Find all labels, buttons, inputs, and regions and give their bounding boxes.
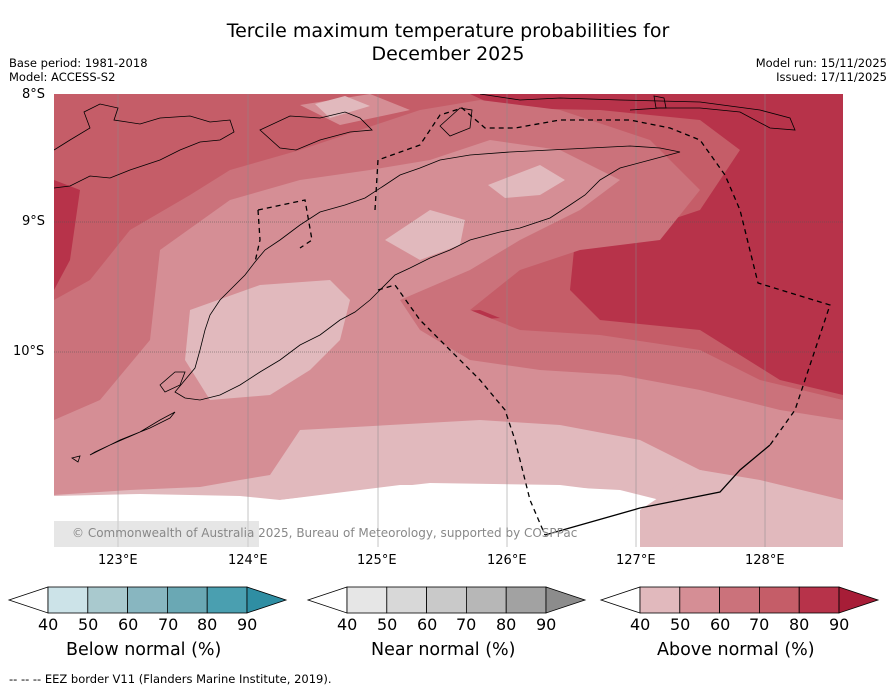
- colorbar-above: [599, 586, 880, 614]
- cb-below-label: Below normal (%): [66, 640, 222, 660]
- colorbar-below-arrow-low: [7, 586, 49, 614]
- colorbar-near-segment: [505, 586, 547, 614]
- region-80-east: [470, 94, 843, 395]
- cb-below-tick-50: 50: [78, 615, 99, 634]
- colorbar-near-arrow-low: [306, 586, 348, 614]
- copyright-box: [54, 521, 259, 547]
- region-40-central: [385, 210, 465, 260]
- coastlines: [54, 94, 796, 463]
- lon-label-126e: 126°E: [487, 553, 527, 568]
- graticule: [54, 221, 843, 353]
- cb-above-tick-80: 80: [789, 615, 810, 634]
- semau-coast: [159, 371, 186, 393]
- region-70-nw: [54, 94, 110, 160]
- colorbar-near-segment: [426, 586, 467, 614]
- colorbar-below-segment: [166, 586, 208, 614]
- issued-date: Issued: 17/11/2025: [776, 70, 887, 84]
- cb-above-tick-90: 90: [829, 615, 850, 634]
- model-name: Model: ACCESS-S2: [9, 70, 116, 84]
- rote-coast: [89, 411, 176, 456]
- eez-south: [544, 444, 771, 536]
- region-80-west: [54, 180, 80, 290]
- lon-label-127e: 127°E: [616, 553, 656, 568]
- cb-near-tick-90: 90: [536, 615, 557, 634]
- eez-north-east: [374, 107, 831, 446]
- cb-below-tick-90: 90: [237, 615, 258, 634]
- colorbar-below-segment: [47, 586, 89, 614]
- eez-footnote: -- -- -- EEZ border V11 (Flanders Marine…: [9, 672, 332, 686]
- cb-near-tick-70: 70: [456, 615, 477, 634]
- cb-near-tick-60: 60: [417, 615, 438, 634]
- cb-near-tick-50: 50: [377, 615, 398, 634]
- flores-coast: [54, 103, 235, 189]
- colorbar-above-arrow-low: [599, 586, 641, 614]
- cb-above-tick-50: 50: [670, 615, 691, 634]
- region-40-se: [640, 470, 843, 547]
- cb-below-tick-70: 70: [158, 615, 179, 634]
- cb-below-tick-80: 80: [197, 615, 218, 634]
- lat-label-8s: 8°S: [22, 87, 46, 102]
- cb-above-label: Above normal (%): [657, 640, 815, 660]
- cb-above-tick-60: 60: [710, 615, 731, 634]
- eez-south-west: [377, 284, 546, 536]
- cb-below-tick-40: 40: [38, 615, 59, 634]
- region-40-timor: [185, 280, 350, 400]
- map-title-line2: December 2025: [371, 43, 525, 65]
- lon-label-125e: 125°E: [357, 553, 397, 568]
- colorbar-below-arrow-high: [246, 586, 288, 614]
- colorbar-above-segment: [798, 586, 840, 614]
- colorbar-above-segment: [679, 586, 720, 614]
- lon-label-128e: 128°E: [745, 553, 785, 568]
- lon-label-123e: 123°E: [98, 553, 138, 568]
- base-period: Base period: 1981-2018: [9, 56, 148, 70]
- timor-coast: [174, 145, 681, 401]
- colorbar-above-segment: [639, 586, 681, 614]
- colorbar-near-arrow-high: [545, 586, 587, 614]
- colorbar-near: [306, 586, 587, 614]
- region-40-nw: [315, 96, 370, 118]
- region-blank-2: [270, 483, 650, 547]
- lat-label-10s: 10°S: [13, 344, 45, 359]
- colorbar-below-segment: [87, 586, 129, 614]
- map-fill-layer: [54, 94, 843, 547]
- meta-left: Base period: 1981-2018 Model: ACCESS-S2: [9, 56, 148, 84]
- colorbar-above-segment: [759, 586, 800, 614]
- alor-coast: [259, 111, 373, 151]
- lat-label-9s: 9°S: [22, 214, 46, 229]
- model-run: Model run: 15/11/2025: [755, 56, 887, 70]
- cb-above-tick-70: 70: [749, 615, 770, 634]
- colorbar-near-segment: [465, 586, 507, 614]
- colorbar-above-segment: [719, 586, 760, 614]
- colorbar-near-segment: [386, 586, 427, 614]
- colorbars: [7, 586, 880, 614]
- colorbar-below-segment: [127, 586, 168, 614]
- cb-near-tick-40: 40: [337, 615, 358, 634]
- colorbar-above-arrow-high: [838, 586, 880, 614]
- north-islands-coast: [479, 94, 796, 131]
- colorbar-below-segment: [206, 586, 248, 614]
- lon-label-124e: 124°E: [228, 553, 268, 568]
- copyright-text: © Commonwealth of Australia 2025, Bureau…: [72, 526, 578, 540]
- eez-oecusse-west: [254, 209, 261, 263]
- colorbar-near-segment: [346, 586, 388, 614]
- eez-border: [254, 107, 831, 536]
- colorbar-below: [7, 586, 288, 614]
- map-title-line1: Tercile maximum temperature probabilitie…: [226, 20, 670, 42]
- meta-right: Model run: 15/11/2025 Issued: 17/11/2025: [756, 56, 887, 84]
- islet-coast: [653, 95, 667, 109]
- wetar-coast: [439, 107, 473, 137]
- cb-near-tick-80: 80: [496, 615, 517, 634]
- cb-near-label: Near normal (%): [371, 640, 516, 660]
- ndao-coast: [71, 455, 81, 463]
- map-title: Tercile maximum temperature probabilitie…: [0, 20, 896, 66]
- cb-below-tick-60: 60: [118, 615, 139, 634]
- cb-above-tick-40: 40: [630, 615, 651, 634]
